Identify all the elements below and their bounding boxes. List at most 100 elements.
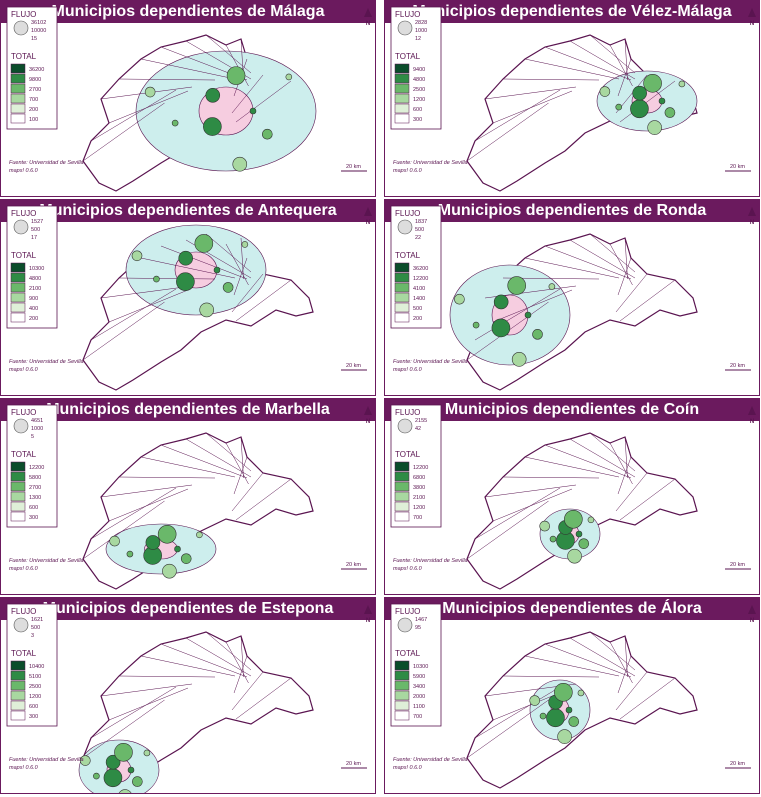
flow-symbol bbox=[285, 73, 293, 81]
class-swatch bbox=[394, 670, 410, 681]
map-panel: Municipios dependientes de Coín FLUJO 2155… bbox=[384, 398, 760, 595]
border bbox=[619, 478, 676, 521]
class-value: 300 bbox=[29, 515, 38, 521]
legend-title: FLUJO bbox=[11, 209, 36, 218]
border bbox=[544, 245, 632, 280]
flujo-value: 36102 bbox=[31, 20, 46, 26]
panel-title: Municipios dependientes de Marbella bbox=[1, 399, 375, 421]
north-label: N bbox=[366, 21, 370, 27]
source: Fuente: Universidad de Sevilla bbox=[393, 359, 468, 365]
flow-symbol bbox=[554, 683, 573, 702]
class-value: 12200 bbox=[413, 465, 428, 471]
north-arrow bbox=[748, 406, 756, 415]
flow-symbol bbox=[546, 708, 565, 728]
software: maps! 0.6.0 bbox=[9, 168, 39, 174]
class-swatch bbox=[10, 312, 26, 323]
north-arrow bbox=[748, 207, 756, 216]
legend-title: TOTAL bbox=[11, 251, 37, 260]
flow-symbol bbox=[454, 293, 465, 305]
class-swatch bbox=[10, 93, 26, 104]
class-value: 1100 bbox=[413, 704, 425, 710]
border bbox=[90, 487, 177, 540]
border bbox=[235, 80, 292, 123]
flow-symbol bbox=[144, 86, 156, 98]
legend-title: FLUJO bbox=[395, 10, 420, 19]
flujo-value: 42 bbox=[415, 426, 421, 432]
border bbox=[569, 637, 636, 677]
border bbox=[205, 432, 252, 472]
source: Fuente: Universidad de Sevilla bbox=[9, 359, 84, 365]
flow-symbol bbox=[194, 234, 214, 253]
class-swatch bbox=[394, 491, 410, 502]
flow-symbol bbox=[647, 120, 662, 135]
class-value: 1200 bbox=[413, 97, 425, 103]
legend-circle bbox=[13, 418, 29, 434]
border bbox=[474, 686, 561, 739]
legend-title: FLUJO bbox=[11, 10, 36, 19]
border bbox=[140, 257, 236, 279]
flujo-value: 2155 bbox=[415, 418, 427, 424]
class-value: 400 bbox=[29, 306, 38, 312]
flow-symbol bbox=[491, 318, 511, 338]
class-value: 2500 bbox=[29, 684, 41, 690]
flow-symbol bbox=[567, 548, 582, 564]
border bbox=[233, 257, 248, 296]
legend-title: TOTAL bbox=[11, 649, 37, 658]
border bbox=[108, 289, 189, 323]
flow-symbol bbox=[131, 250, 143, 262]
class-swatch bbox=[10, 103, 26, 114]
flow-symbol bbox=[643, 74, 662, 93]
flujo-value: 3 bbox=[31, 633, 34, 639]
class-value: 6800 bbox=[413, 475, 425, 481]
source: Fuente: Universidad de Sevilla bbox=[9, 160, 84, 166]
flow-symbol bbox=[507, 276, 527, 295]
border bbox=[484, 484, 577, 498]
scale-label: 20 km bbox=[346, 164, 361, 170]
source: Fuente: Universidad de Sevilla bbox=[393, 558, 468, 564]
border bbox=[474, 288, 561, 341]
border bbox=[118, 675, 216, 678]
class-swatch bbox=[394, 481, 410, 492]
class-swatch bbox=[394, 272, 410, 283]
map-panel: Municipios dependientes de Álora FLUJO 146… bbox=[384, 597, 760, 794]
border bbox=[118, 277, 216, 280]
border bbox=[609, 442, 633, 485]
flow-symbol bbox=[557, 729, 572, 744]
flow-symbol bbox=[578, 538, 590, 549]
border bbox=[569, 438, 636, 478]
source: Fuente: Universidad de Sevilla bbox=[393, 160, 468, 166]
scale-label: 20 km bbox=[346, 761, 361, 767]
flow-symbol bbox=[143, 749, 151, 757]
border bbox=[90, 288, 177, 341]
class-value: 36200 bbox=[413, 266, 428, 272]
class-swatch bbox=[10, 113, 26, 124]
border bbox=[615, 671, 648, 711]
border bbox=[466, 102, 549, 162]
border bbox=[100, 484, 193, 498]
class-value: 300 bbox=[413, 117, 422, 123]
legend-title: TOTAL bbox=[11, 450, 37, 459]
border bbox=[492, 90, 573, 124]
flujo-value: 12 bbox=[415, 36, 421, 42]
software: maps! 0.6.0 bbox=[9, 566, 39, 572]
class-swatch bbox=[10, 501, 26, 512]
panel-title: Municipios dependientes de Coín bbox=[385, 399, 759, 421]
border bbox=[524, 456, 620, 478]
flow-symbol bbox=[180, 553, 192, 564]
border bbox=[609, 641, 633, 684]
border bbox=[544, 643, 632, 678]
north-arrow bbox=[364, 207, 372, 216]
border bbox=[502, 78, 600, 81]
border bbox=[205, 233, 252, 273]
border bbox=[240, 635, 244, 678]
border bbox=[100, 683, 193, 697]
flow-symbol bbox=[549, 535, 557, 543]
border bbox=[492, 289, 573, 323]
north-label: N bbox=[750, 618, 754, 624]
flow-symbol bbox=[524, 311, 532, 319]
border bbox=[225, 243, 249, 286]
map-panel: Municipios dependientes de Marbella FLUJO… bbox=[0, 398, 376, 595]
